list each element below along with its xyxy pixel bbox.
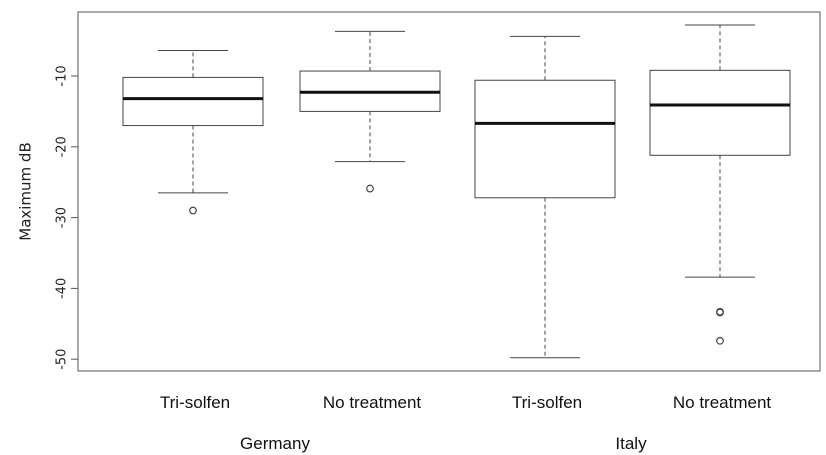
plot-frame [77, 11, 821, 372]
x-category-label: No treatment [323, 393, 422, 412]
y-tick-label: -20 [55, 136, 70, 157]
box-2 [299, 30, 441, 193]
iqr-box [122, 76, 264, 127]
outlier-point [189, 206, 197, 215]
group-label: Italy [615, 434, 647, 453]
y-tick-label: -10 [55, 65, 70, 86]
x-category-label: No treatment [673, 393, 772, 412]
y-tick-label: -50 [55, 349, 70, 370]
y-tick-label: -40 [55, 278, 70, 299]
y-tick-label: -30 [55, 207, 70, 228]
group-label: Germany [240, 434, 310, 453]
outlier-point [716, 308, 724, 317]
iqr-box [649, 69, 791, 156]
x-category-label: Tri-solfen [160, 393, 230, 412]
iqr-box [474, 79, 616, 199]
box-4 [649, 24, 791, 345]
x-category-label: Tri-solfen [512, 393, 582, 412]
y-axis-label: Maximum dB [17, 142, 35, 241]
outlier-point [366, 184, 374, 193]
box-1 [122, 50, 264, 215]
outlier-point [716, 336, 724, 345]
box-3 [474, 35, 616, 359]
